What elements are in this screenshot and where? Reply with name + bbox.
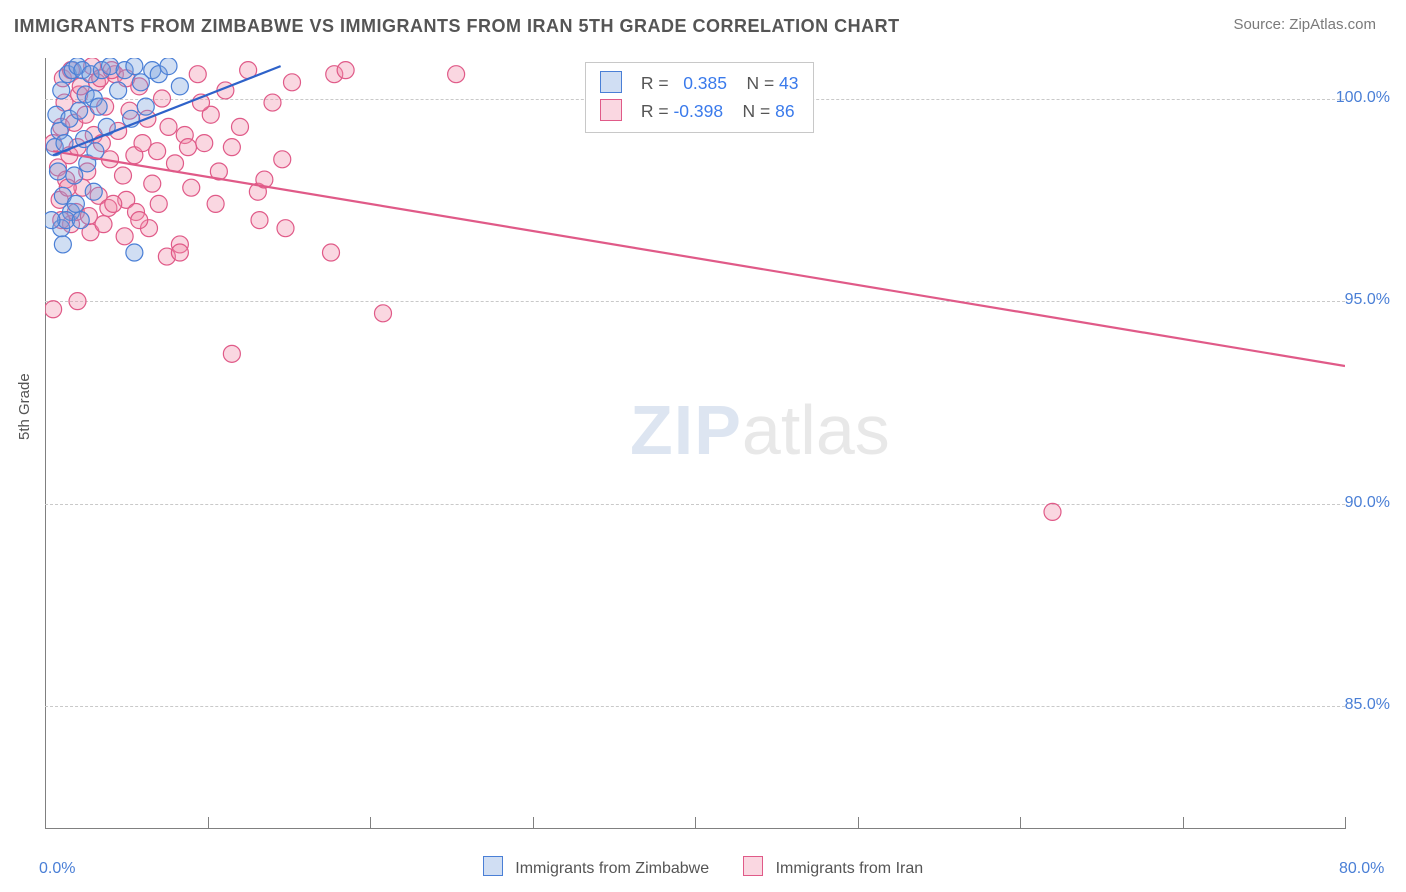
data-point: [196, 135, 213, 152]
data-point: [95, 216, 112, 233]
scatter-chart: [45, 58, 1345, 828]
data-point: [110, 82, 127, 99]
y-tick-label: 85.0%: [1345, 696, 1390, 714]
data-point: [90, 98, 107, 115]
data-point: [375, 305, 392, 322]
data-point: [1044, 503, 1061, 520]
data-point: [45, 301, 62, 318]
data-point: [284, 74, 301, 91]
data-point: [131, 212, 148, 229]
data-point: [71, 102, 88, 119]
data-point: [189, 66, 206, 83]
data-point: [149, 143, 166, 160]
data-point: [207, 195, 224, 212]
swatch-iran-icon: [743, 856, 763, 876]
data-point: [160, 58, 177, 75]
data-point: [180, 139, 197, 156]
data-point: [115, 167, 132, 184]
data-point: [171, 244, 188, 261]
data-point: [232, 118, 249, 135]
data-point: [274, 151, 291, 168]
bottom-legend: Immigrants from Zimbabwe Immigrants from…: [0, 856, 1406, 878]
chart-title: IMMIGRANTS FROM ZIMBABWE VS IMMIGRANTS F…: [14, 16, 900, 37]
y-tick-label: 90.0%: [1345, 494, 1390, 512]
data-point: [277, 220, 294, 237]
data-point: [50, 163, 67, 180]
data-point: [264, 94, 281, 111]
data-point: [251, 212, 268, 229]
trend-line: [53, 151, 1345, 366]
source-label: Source: ZipAtlas.com: [1233, 16, 1376, 33]
data-point: [183, 179, 200, 196]
stats-row-iran: R = -0.398 N = 86: [600, 97, 799, 125]
stats-legend: R = 0.385 N = 43 R = -0.398 N = 86: [585, 62, 814, 133]
data-point: [126, 58, 143, 75]
y-tick-label: 95.0%: [1345, 291, 1390, 309]
swatch-iran: [600, 99, 622, 121]
data-point: [105, 195, 122, 212]
data-point: [448, 66, 465, 83]
data-point: [154, 90, 171, 107]
data-point: [66, 167, 83, 184]
data-point: [54, 236, 71, 253]
data-point: [67, 195, 84, 212]
y-axis-label: 5th Grade: [16, 373, 33, 440]
data-point: [53, 82, 70, 99]
swatch-zimbabwe-icon: [483, 856, 503, 876]
data-point: [126, 244, 143, 261]
data-point: [167, 155, 184, 172]
data-point: [144, 175, 161, 192]
data-point: [116, 228, 133, 245]
data-point: [72, 212, 89, 229]
swatch-zimbabwe: [600, 71, 622, 93]
data-point: [137, 98, 154, 115]
legend-item-iran: Immigrants from Iran: [743, 856, 923, 878]
data-point: [160, 118, 177, 135]
x-tick: [1345, 817, 1346, 829]
data-point: [150, 195, 167, 212]
data-point: [223, 345, 240, 362]
data-point: [337, 62, 354, 79]
data-point: [45, 212, 60, 229]
data-point: [223, 139, 240, 156]
data-point: [69, 293, 86, 310]
data-point: [323, 244, 340, 261]
data-point: [171, 78, 188, 95]
legend-item-zimbabwe: Immigrants from Zimbabwe: [483, 856, 709, 878]
stats-row-zimbabwe: R = 0.385 N = 43: [600, 69, 799, 97]
data-point: [85, 183, 102, 200]
